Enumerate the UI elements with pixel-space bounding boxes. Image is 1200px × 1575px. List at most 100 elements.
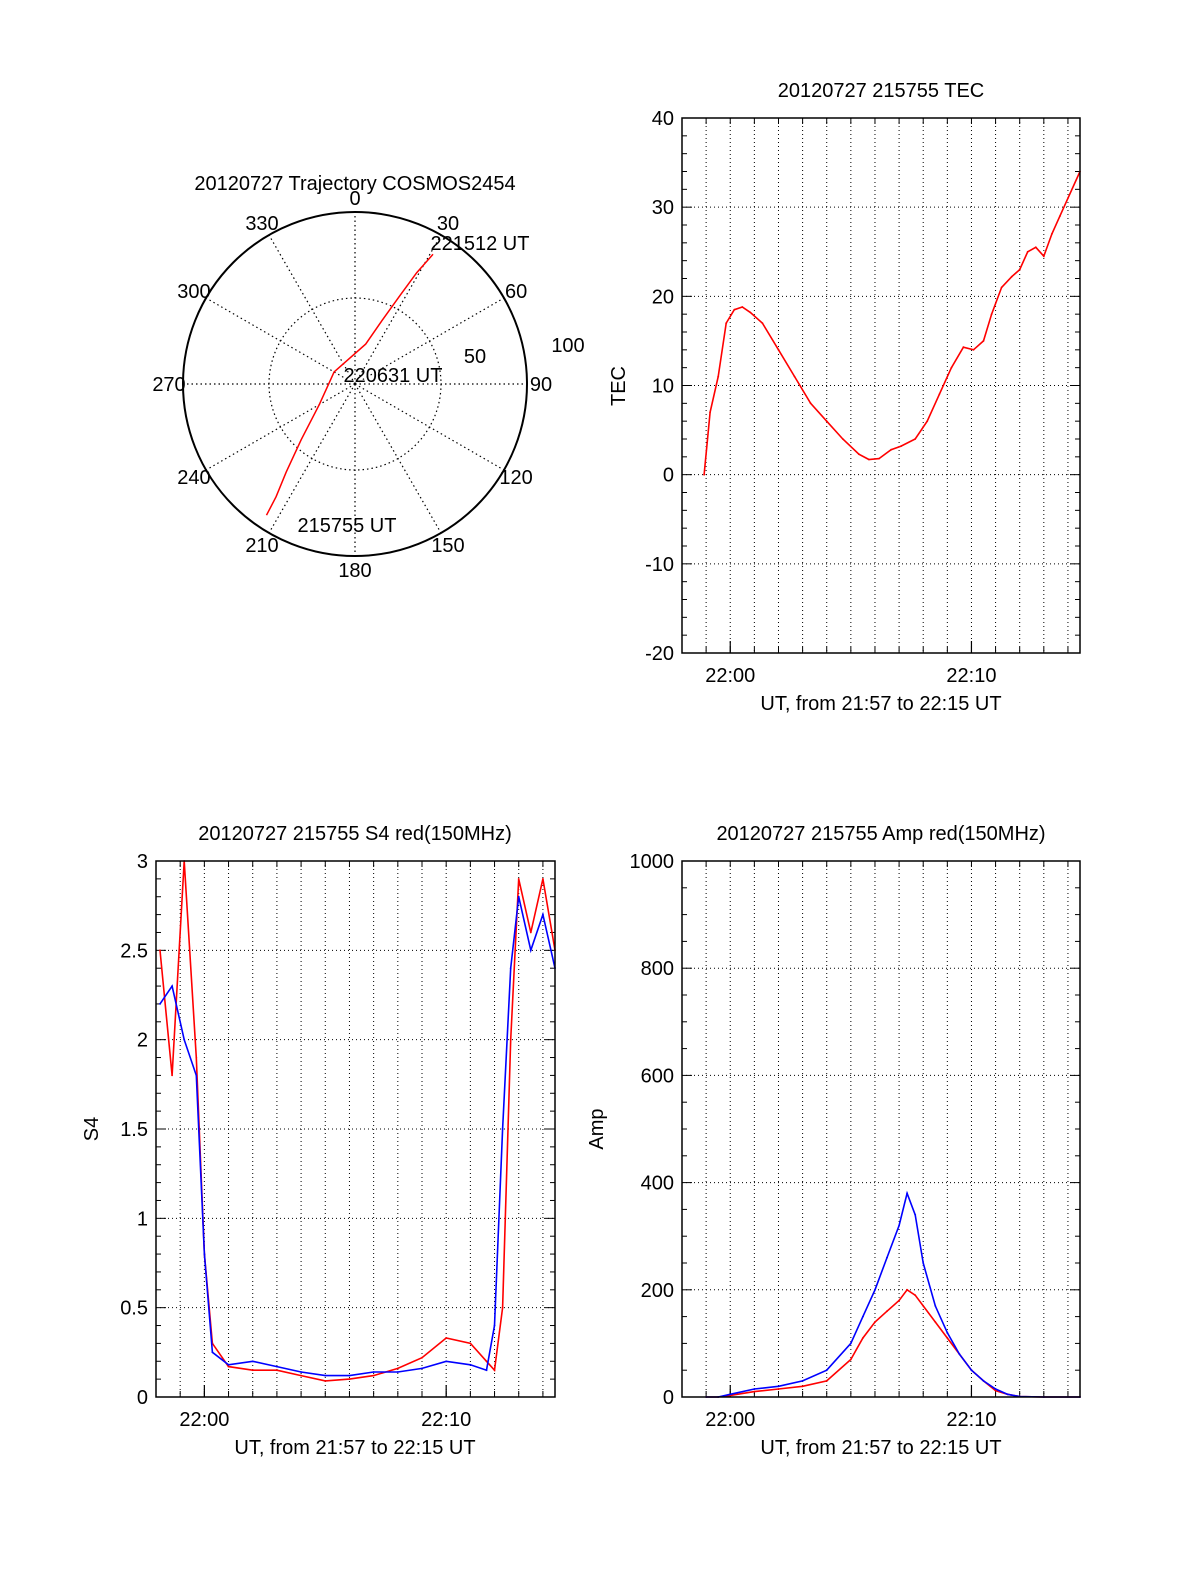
s4-ytick-label: 3 (137, 851, 148, 873)
s4-point-1 (529, 949, 532, 952)
s4-point-1 (171, 985, 174, 987)
tec-point-0 (825, 420, 828, 423)
amp-point-0 (862, 1337, 864, 1339)
tec-point-0 (926, 420, 929, 423)
trajectory-plot: 20120727 Trajectory COSMOS2454 0 30 60 90 12… (152, 173, 584, 582)
amp-point-1 (849, 1342, 852, 1345)
trajectory-label-end: 221512 UT (431, 233, 530, 255)
tec-ytick-label: -20 (645, 643, 674, 665)
s4-point-1 (421, 1367, 423, 1370)
polar-grid (183, 212, 527, 556)
s4-series (159, 860, 556, 1382)
amp-point-0 (825, 1380, 828, 1382)
s4-xlabel: UT, from 21:57 to 22:15 UT (234, 1437, 475, 1459)
polar-spoke (354, 297, 505, 385)
tec-xtick-label: 22:10 (946, 665, 996, 687)
s4-plot: 20120727 215755 S4 red(150MHz) 0 0.5 1 1.5 2… (81, 823, 556, 1459)
s4-point-0 (159, 949, 161, 952)
s4-point-1 (227, 1363, 230, 1366)
amp-xtick-label: 22:10 (946, 1409, 996, 1431)
s4-point-1 (501, 1128, 504, 1130)
s4-point-0 (348, 1378, 351, 1380)
tec-point-0 (749, 311, 752, 314)
s4-ytick-label: 0 (137, 1387, 148, 1409)
amp-point-0 (994, 1389, 997, 1392)
polar-spoke (205, 383, 356, 471)
polar-spoke (354, 383, 442, 534)
amp-point-1 (1006, 1393, 1009, 1396)
amp-point-1 (982, 1380, 985, 1382)
tec-xlabel: UT, from 21:57 to 22:15 UT (760, 693, 1001, 715)
s4-point-1 (542, 913, 544, 916)
polar-spoke (268, 383, 356, 534)
s4-point-1 (276, 1365, 278, 1368)
trajectory-series-path (265, 253, 434, 516)
s4-point-1 (469, 1363, 472, 1366)
trajectory-title: 20120727 Trajectory COSMOS2454 (194, 173, 515, 195)
tec-plot: 20120727 215755 TEC -20 -10 0 10 20 30 40 22:00… (608, 80, 1081, 715)
amp-ticks: 0 200 400 600 800 1000 22:00 22:10 (630, 851, 1080, 1431)
amp-point-1 (906, 1192, 908, 1195)
s4-title: 20120727 215755 S4 red(150MHz) (198, 823, 512, 845)
s4-ytick-label: 1 (137, 1208, 148, 1230)
s4-point-1 (396, 1371, 399, 1373)
polar-spoke (354, 383, 505, 471)
amp-point-1 (753, 1388, 756, 1390)
amp-point-0 (906, 1288, 908, 1291)
s4-point-1 (195, 1074, 198, 1077)
polar-angle-label: 0 (349, 188, 360, 210)
s4-point-1 (445, 1360, 448, 1363)
tec-point-0 (741, 306, 744, 308)
tec-ticks: -20 -10 0 10 20 30 40 22:00 22:10 (645, 108, 1080, 687)
amp-plot: 20120727 215755 Amp red(150MHz) 0 200 400 6… (586, 823, 1081, 1459)
polar-angle-label: 240 (177, 467, 210, 489)
polar-angle-label: 270 (152, 374, 185, 396)
amp-point-0 (946, 1337, 949, 1339)
s4-series-line-1 (159, 896, 556, 1377)
amp-point-0 (777, 1388, 780, 1390)
s4-point-0 (501, 1306, 504, 1309)
amp-point-0 (874, 1321, 876, 1323)
tec-point-0 (777, 348, 780, 351)
tec-ytick-label: -10 (645, 554, 674, 576)
amp-point-1 (922, 1262, 925, 1264)
tec-point-0 (1018, 268, 1021, 271)
tec-point-0 (1026, 250, 1029, 253)
tec-point-0 (938, 393, 941, 396)
tec-point-0 (709, 411, 711, 414)
tec-ytick-label: 40 (652, 108, 674, 130)
tec-series-line-0 (703, 171, 1081, 475)
s4-ytick-label: 1.5 (120, 1119, 148, 1141)
tec-xtick-label: 22:00 (705, 665, 755, 687)
s4-point-1 (509, 967, 512, 970)
amp-point-1 (946, 1331, 949, 1334)
tec-point-0 (1042, 255, 1045, 258)
s4-point-0 (300, 1374, 302, 1377)
amp-point-1 (862, 1315, 864, 1318)
amp-ytick-label: 0 (663, 1387, 674, 1409)
s4-point-1 (324, 1374, 327, 1377)
amp-point-1 (914, 1213, 917, 1216)
amp-point-0 (753, 1390, 756, 1393)
polar-angle-label: 300 (177, 281, 210, 303)
s4-point-0 (509, 1038, 512, 1041)
s4-point-0 (421, 1356, 423, 1359)
polar-angle-label: 330 (245, 213, 278, 235)
s4-point-0 (445, 1337, 448, 1339)
tec-ytick-label: 20 (652, 286, 674, 308)
polar-angle-labels: 0 30 60 90 120 150 180 210 240 270 300 330 (152, 188, 552, 582)
tec-point-0 (793, 375, 796, 378)
tec-frame (681, 117, 1081, 654)
tec-grid (681, 118, 1080, 653)
polar-angle-label: 60 (505, 281, 527, 303)
amp-xlabel: UT, from 21:57 to 22:15 UT (760, 1437, 1001, 1459)
amp-point-1 (777, 1385, 780, 1388)
amp-ytick-label: 200 (641, 1280, 674, 1302)
tec-point-0 (717, 375, 720, 378)
s4-point-1 (517, 895, 520, 898)
tec-point-0 (1034, 246, 1037, 249)
tec-series (703, 170, 1081, 476)
amp-ytick-label: 400 (641, 1173, 674, 1195)
amp-point-1 (886, 1256, 888, 1259)
